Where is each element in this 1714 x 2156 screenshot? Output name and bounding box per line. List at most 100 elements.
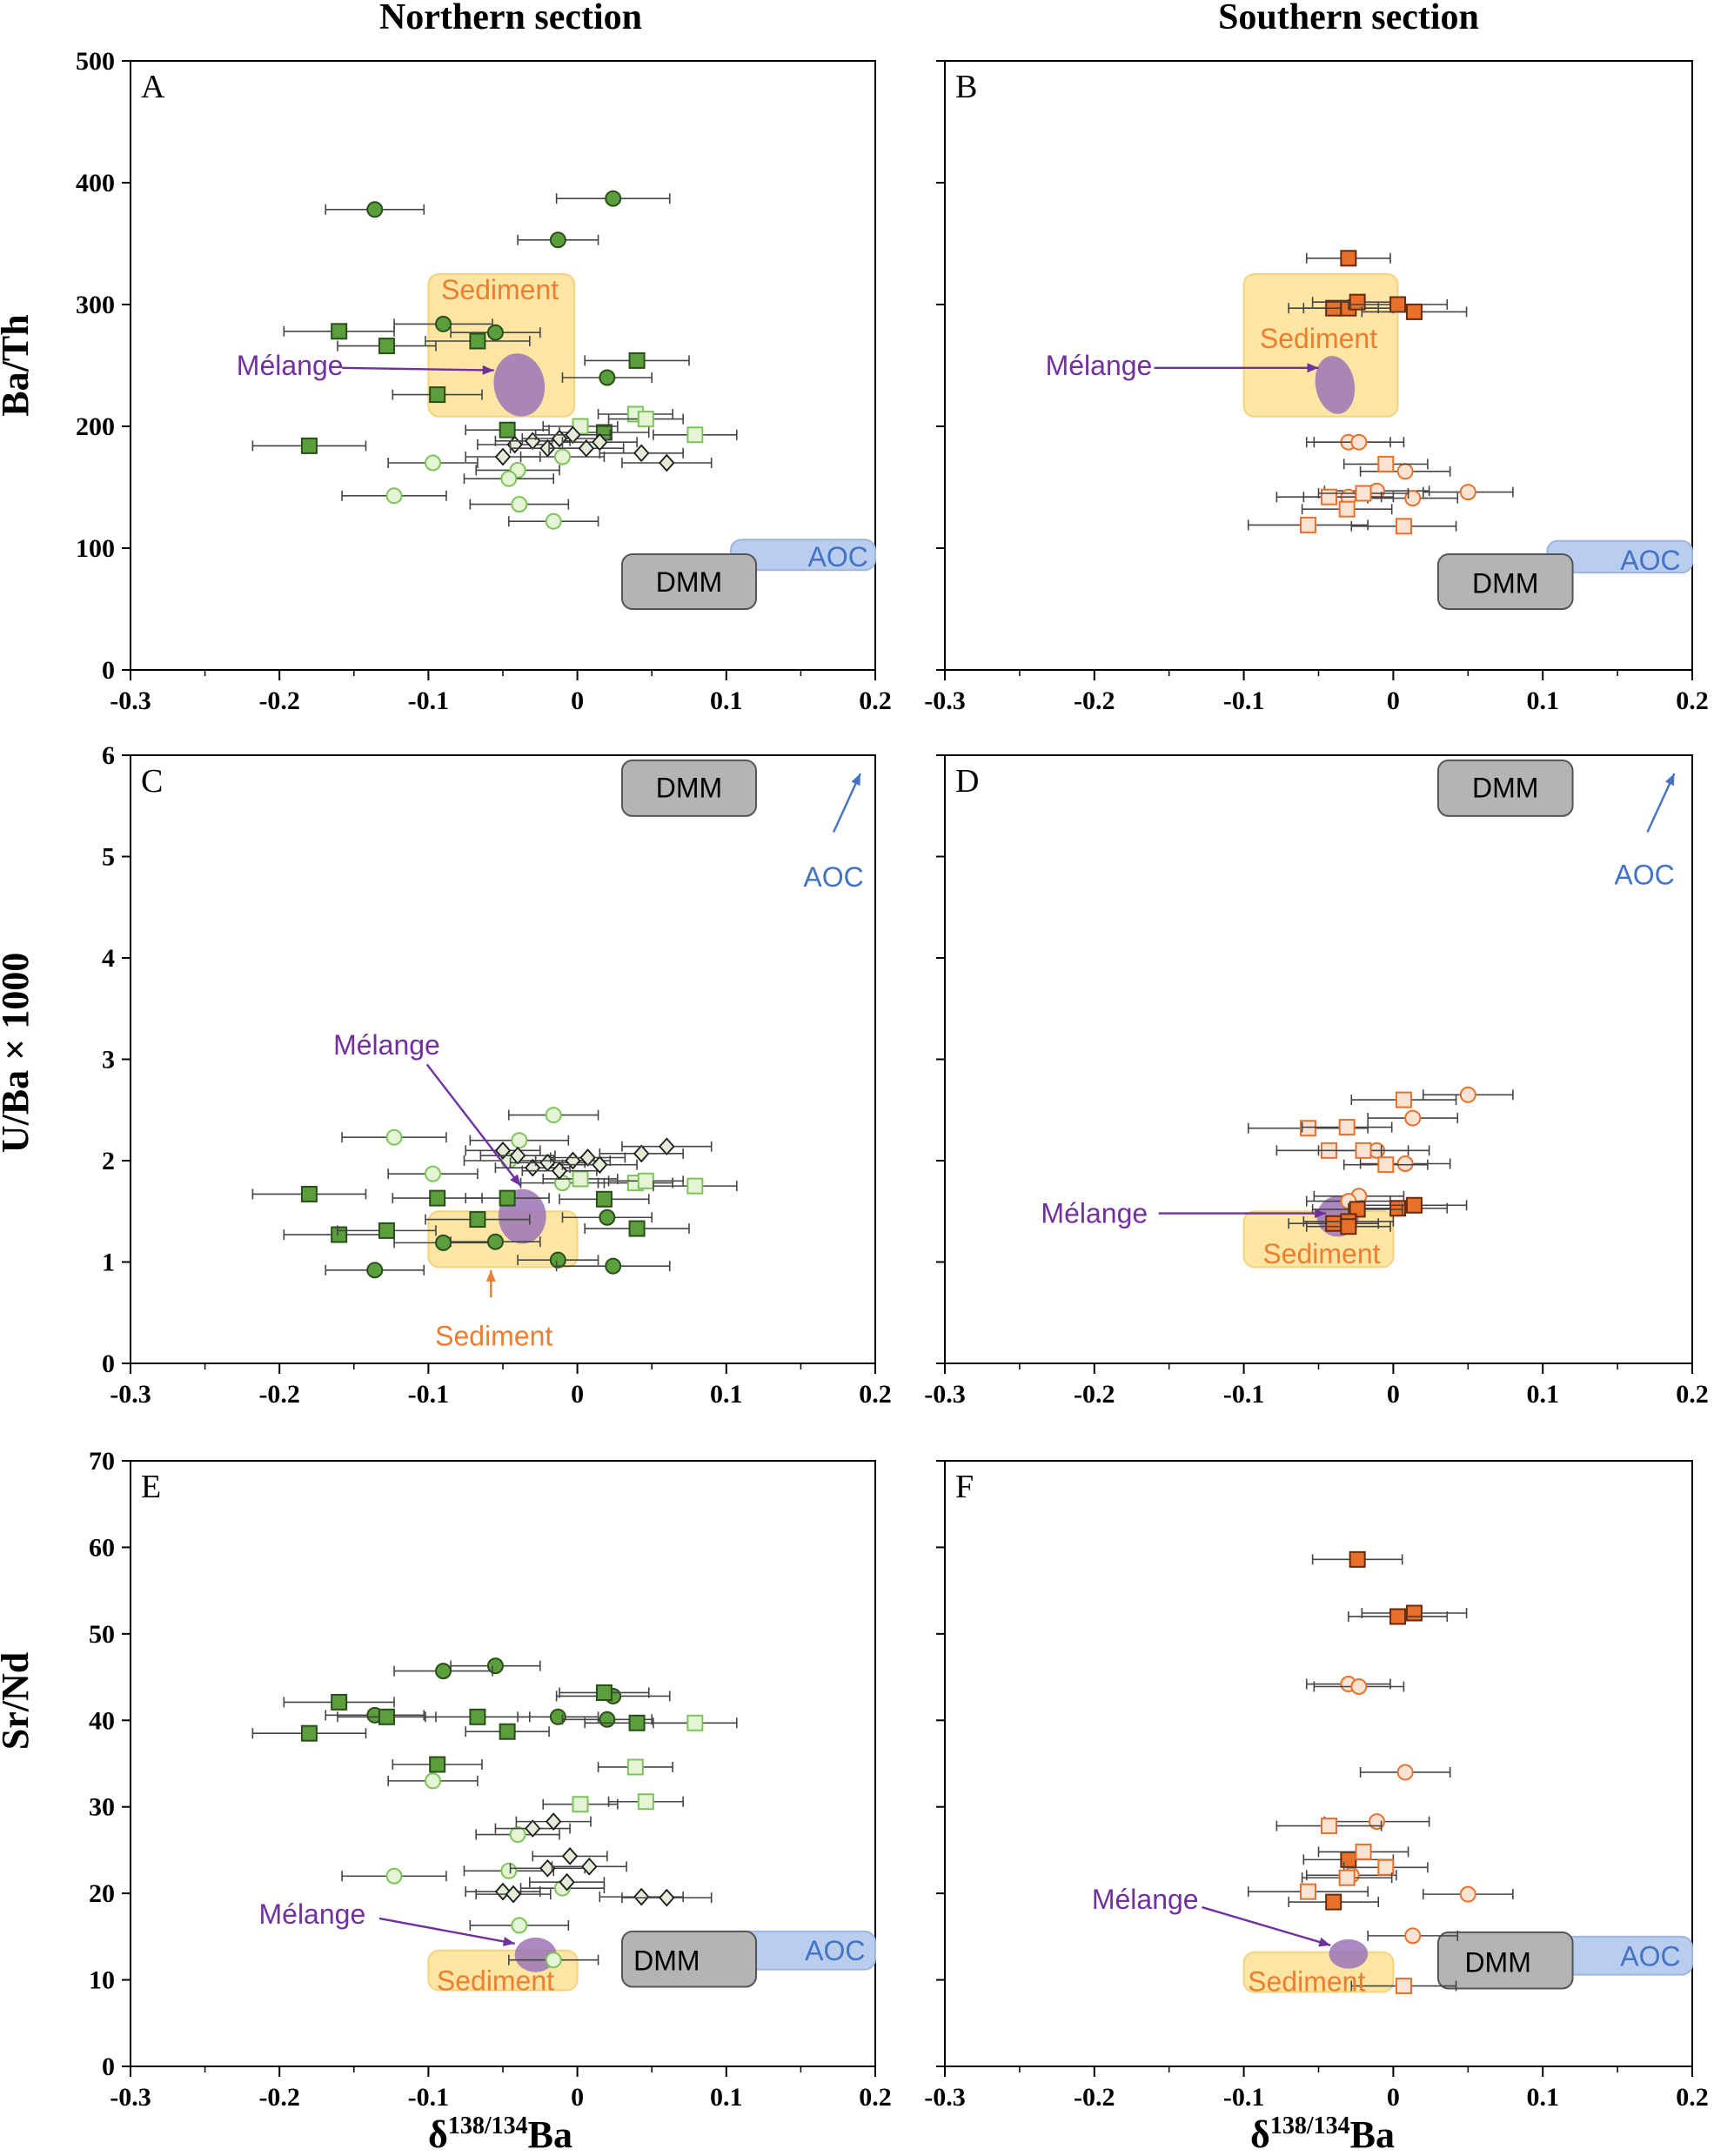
panel-c-ytick-label-2: 2	[102, 1147, 115, 1175]
panel-d-melange-label: Mélange	[1041, 1198, 1148, 1229]
panel-b-point-16	[1338, 500, 1356, 518]
panel-f-point-12	[1321, 1818, 1338, 1835]
panel-e-xtick-label-3: 0	[571, 2083, 584, 2112]
panel-e-letter: E	[141, 1469, 161, 1505]
panel-f-point-1	[1405, 1604, 1423, 1622]
panel-a-xtick-label-0: -0.3	[110, 686, 151, 715]
panel-c-xtick-label-1: -0.2	[258, 1380, 300, 1409]
panel-b-point-11	[1404, 490, 1422, 507]
panel-c-point-31	[592, 1155, 608, 1175]
panel-e-point-31	[505, 1885, 522, 1904]
panel-c-dmm-region	[620, 759, 758, 817]
panel-a-xtick-label-3: 0	[571, 686, 584, 715]
panel-a-ytick-label-1: 100	[76, 534, 115, 563]
panel-a-point-12	[499, 421, 516, 439]
panel-c-ytick-label-3: 3	[102, 1046, 115, 1075]
panel-a-xtick-label-1: -0.2	[258, 686, 300, 715]
panel-f-point-0	[1349, 1550, 1366, 1568]
panel-a-ytick-label-4: 400	[76, 169, 115, 198]
panel-e-point-33	[633, 1887, 650, 1906]
title-northern-section: Northern section	[379, 0, 642, 37]
panel-d-point-13	[1405, 1196, 1423, 1214]
panel-f-point-17	[1395, 1978, 1412, 1995]
panel-d-xtick-label-2: -0.1	[1223, 1380, 1265, 1409]
panel-e-point-20	[385, 1867, 403, 1885]
panel-e-dmm-label: DMM	[633, 1945, 700, 1977]
panel-b-point-13	[1377, 455, 1395, 472]
panel-c-melange-arrow-head	[510, 1174, 521, 1187]
panel-b-melange-arrow-head	[1307, 363, 1319, 373]
panel-b-point-15	[1355, 485, 1372, 502]
panel-f-xtick-label-5: 0.2	[1676, 2083, 1709, 2112]
panel-f-point-10	[1404, 1927, 1422, 1945]
panel-c-point-4	[469, 1211, 486, 1229]
panel-c-point-5	[499, 1189, 516, 1207]
panel-a-point-34	[659, 453, 675, 472]
panel-b-dmm-region	[1436, 553, 1574, 610]
panels: Sediment AOC DMM Mélange -0.3 -0.2 -0.1 0 0.1 0.2…	[76, 47, 1709, 2112]
panel-e-point-8	[378, 1708, 395, 1725]
panel-f-sediment-label: Sediment	[1248, 1966, 1365, 1998]
panel-e-point-10	[628, 1714, 646, 1731]
panel-e-ytick-label-4: 40	[89, 1706, 115, 1735]
panel-d-letter: D	[955, 763, 979, 800]
panel-d-aoc-label: AOC	[1614, 859, 1674, 890]
y-axis-label-ba-th: Ba/Th	[0, 314, 37, 416]
panel-b-dmm-label: DMM	[1472, 568, 1538, 599]
panel-e-point-1	[435, 1663, 452, 1680]
y-axis-label-sr-nd: Sr/Nd	[0, 1652, 37, 1750]
panel-e-sediment-label: Sediment	[437, 1965, 554, 1997]
panel-f-point-2	[1389, 1608, 1407, 1625]
panel-c-point-32	[633, 1144, 650, 1163]
panel-b-xtick-label-0: -0.3	[924, 686, 966, 715]
panel-a-letter: A	[141, 69, 165, 105]
panel-e-point-6	[331, 1693, 348, 1711]
x-axis-label-right-sup: 138/134	[1270, 2112, 1350, 2139]
panel-f-dmm-label: DMM	[1464, 1947, 1530, 1979]
panel-c-aoc-arrow-head	[851, 773, 860, 787]
panel-c-xtick-label-4: 0.1	[710, 1380, 743, 1409]
panel-c-point-20	[572, 1170, 589, 1188]
panel-f: Sediment AOC DMM Mélange -0.3 -0.2 -0.1 0 0.1 0.2…	[924, 1460, 1709, 2112]
panel-b-point-7	[1350, 433, 1368, 451]
panel-a-ytick-label-5: 500	[76, 47, 115, 76]
panel-e-ytick-label-1: 10	[89, 1966, 115, 1995]
panel-a-dmm-label: DMM	[656, 566, 722, 598]
panel-a-point-21	[385, 487, 403, 505]
x-axis-label-left: δ138/134Ba	[428, 2112, 572, 2156]
panel-c-point-18	[553, 1175, 571, 1192]
panel-f-point-4	[1325, 1893, 1342, 1911]
panel-a-point-20	[500, 470, 518, 487]
panel-b-point-0	[1340, 250, 1357, 267]
panel-e-xtick-label-4: 0.1	[710, 2083, 743, 2112]
panel-c-xtick-label-2: -0.1	[408, 1380, 450, 1409]
panel-e: Sediment AOC DMM Mélange -0.3 -0.2 -0.1 0 0.1 0.2…	[89, 1447, 892, 2112]
panel-f-melange-ellipse	[1329, 1938, 1369, 1969]
panel-b-point-4	[1389, 296, 1407, 313]
panel-e-point-15	[626, 1758, 644, 1776]
panel-f-point-13	[1355, 1843, 1372, 1860]
panel-c-point-16	[511, 1132, 528, 1149]
panel-f-xtick-label-2: -0.1	[1223, 2083, 1265, 2112]
panel-a-point-3	[435, 315, 452, 332]
panel-b-melange-label: Mélange	[1046, 350, 1153, 381]
panel-a-point-9	[628, 352, 646, 369]
panel-a-point-6	[331, 323, 348, 340]
panel-a-point-17	[686, 426, 704, 444]
panel-d-frame	[944, 754, 1693, 1364]
panel-f-melange-label: Mélange	[1092, 1884, 1199, 1915]
panel-c-ytick-label-4: 4	[102, 944, 115, 973]
panel-c-frame	[130, 754, 876, 1364]
panel-e-point-13	[429, 1756, 446, 1773]
panel-a-point-24	[553, 448, 571, 465]
panel-f-point-14	[1377, 1858, 1395, 1876]
panel-d-point-3	[1396, 1155, 1414, 1172]
panel-d-dmm-label: DMM	[1472, 772, 1538, 803]
panel-f-point-15	[1338, 1869, 1356, 1886]
panel-d-xtick-label-4: 0.1	[1526, 1380, 1559, 1409]
panel-e-dmm-region	[620, 1930, 758, 1988]
panel-a-ytick-label-3: 300	[76, 291, 115, 319]
panel-d-sediment-label: Sediment	[1262, 1238, 1380, 1269]
panel-f-xtick-label-4: 0.1	[1526, 2083, 1559, 2112]
panel-c-point-9	[435, 1234, 452, 1251]
